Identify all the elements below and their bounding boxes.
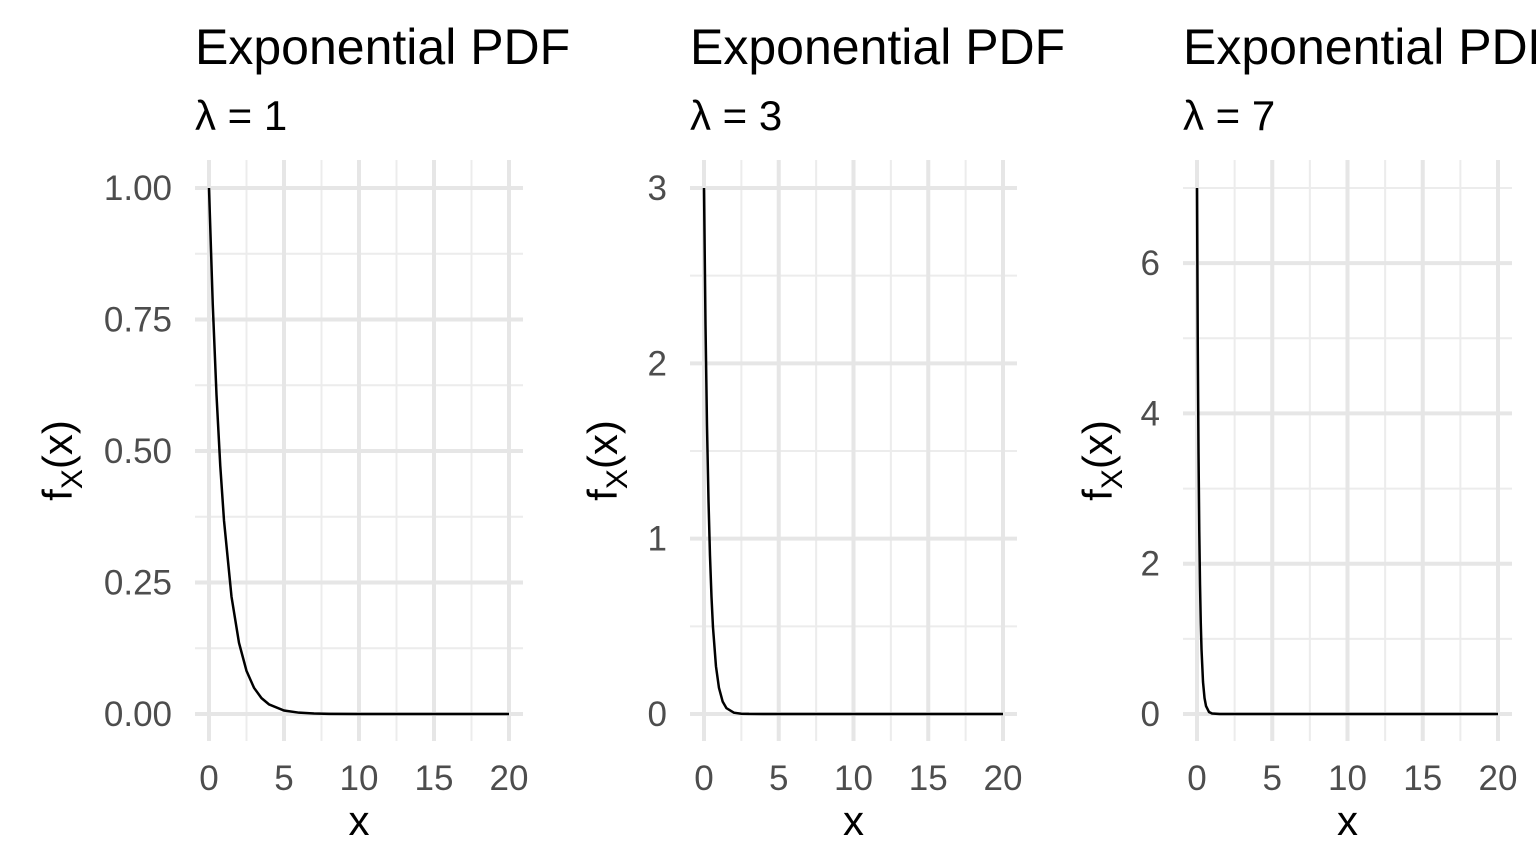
- pdf-curve-line: [702, 187, 1003, 716]
- y-axis-label-main: f: [34, 489, 81, 501]
- x-tick-label: 5: [769, 759, 788, 798]
- x-tick-label: 15: [1403, 759, 1442, 798]
- x-tick-label: 0: [1187, 759, 1206, 798]
- chart-title: Exponential PDF: [195, 19, 570, 75]
- y-axis-label-subscript: X: [56, 469, 89, 489]
- chart-title: Exponential PDF: [1183, 19, 1536, 75]
- y-tick-label: 1.00: [104, 169, 172, 208]
- y-tick-label: 0.75: [104, 301, 172, 340]
- x-tick-label: 5: [1263, 759, 1282, 798]
- y-tick-label: 1: [648, 520, 667, 559]
- y-tick-label: 0: [648, 695, 667, 734]
- y-tick-label: 0.25: [104, 564, 172, 603]
- y-tick-label: 2: [1141, 545, 1160, 584]
- y-axis-label-tail: (x): [1074, 420, 1121, 469]
- x-axis-label: x: [1337, 797, 1358, 844]
- x-tick-label: 15: [415, 759, 454, 798]
- y-tick-label: 4: [1141, 394, 1160, 433]
- y-axis-label-main: f: [579, 489, 626, 501]
- y-axis-label-tail: (x): [579, 420, 626, 469]
- y-axis-label-main: f: [1074, 489, 1121, 501]
- y-tick-label: 6: [1141, 244, 1160, 283]
- x-tick-label: 10: [340, 759, 379, 798]
- y-axis-label-subscript: X: [1096, 469, 1129, 489]
- x-tick-label: 0: [694, 759, 713, 798]
- y-axis-label: fX(x): [34, 420, 89, 501]
- chart-panel-3: 0 5 10 15 20 0 2 4 6 Exponential PDF λ = 7 x fX(x): [1074, 19, 1536, 844]
- y-axis-label-tail: (x): [34, 420, 81, 469]
- pdf-curve-line: [207, 187, 509, 716]
- chart-title: Exponential PDF: [690, 19, 1065, 75]
- x-tick-label: 10: [834, 759, 873, 798]
- y-axis-label: fX(x): [579, 420, 634, 501]
- y-tick-label: 3: [648, 169, 667, 208]
- x-tick-label: 20: [490, 759, 529, 798]
- x-axis-label: x: [349, 797, 370, 844]
- chart-subtitle: λ = 7: [1183, 92, 1275, 139]
- x-tick-label: 15: [909, 759, 948, 798]
- x-tick-label: 10: [1328, 759, 1367, 798]
- x-tick-label: 5: [274, 759, 293, 798]
- y-tick-label: 0.50: [104, 432, 172, 471]
- y-axis-label: fX(x): [1074, 420, 1129, 501]
- y-tick-label: 2: [648, 344, 667, 383]
- chart-subtitle: λ = 3: [690, 92, 782, 139]
- y-tick-label: 0: [1141, 695, 1160, 734]
- chart-subtitle: λ = 1: [195, 92, 287, 139]
- chart-panel-1: 0 5 10 15 20 0.00 0.25 0.50 0.75 1.00 Exponential …: [34, 19, 570, 844]
- x-axis-label: x: [843, 797, 864, 844]
- chart-panel-2: 0 5 10 15 20 0 1 2 3 Exponential PDF λ = 3 x fX(x): [579, 19, 1065, 844]
- x-tick-label: 0: [199, 759, 218, 798]
- pdf-curve-line: [1195, 187, 1498, 716]
- y-axis-label-subscript: X: [601, 469, 634, 489]
- x-tick-label: 20: [1479, 759, 1518, 798]
- x-tick-label: 20: [984, 759, 1023, 798]
- y-tick-label: 0.00: [104, 695, 172, 734]
